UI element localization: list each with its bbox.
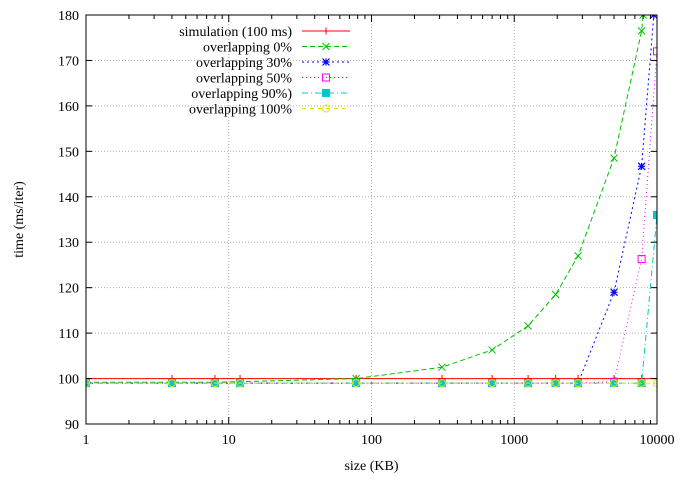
data-point — [524, 379, 533, 388]
y-tick-label: 120 — [58, 282, 79, 297]
data-point — [610, 288, 618, 297]
legend-item: overlapping 50% — [196, 72, 350, 87]
y-tick-label: 160 — [58, 100, 79, 115]
data-point — [610, 154, 618, 163]
data-point — [322, 73, 330, 82]
legend-label: overlapping 100% — [189, 103, 292, 118]
y-tick-label: 180 — [58, 9, 79, 24]
x-tick-label: 10000 — [640, 433, 675, 448]
data-point — [551, 379, 560, 388]
series-line — [86, 15, 644, 383]
series-layer — [86, 15, 657, 388]
y-tick-label: 130 — [58, 236, 79, 251]
x-tick-label: 1000 — [500, 433, 528, 448]
grid — [86, 15, 657, 424]
x-axis-title: size (KB) — [344, 459, 398, 474]
data-point — [86, 379, 90, 388]
series-2 — [86, 15, 648, 387]
data-point — [551, 290, 560, 299]
data-point — [653, 379, 657, 388]
data-point — [637, 255, 646, 264]
data-point — [653, 210, 657, 219]
legend-item: overlapping 30% — [196, 56, 350, 71]
series-line — [86, 15, 655, 384]
data-point — [610, 379, 619, 388]
data-point — [322, 89, 330, 97]
y-tick-label: 100 — [58, 373, 79, 388]
legend-item: simulation (100 ms) — [179, 25, 350, 40]
legend-item: overlapping 90%) — [191, 87, 350, 102]
series-6 — [86, 379, 657, 388]
legend-label: overlapping 0% — [203, 41, 292, 56]
series-4 — [86, 47, 657, 388]
y-tick-label: 90 — [65, 418, 79, 433]
legend: simulation (100 ms)overlapping 0%overlap… — [179, 25, 350, 118]
x-tick-label: 100 — [361, 433, 382, 448]
data-point — [637, 379, 646, 388]
data-point — [639, 15, 648, 19]
data-point — [438, 363, 446, 372]
legend-item: overlapping 0% — [203, 41, 350, 56]
series-3 — [86, 15, 657, 388]
legend-label: overlapping 30% — [196, 56, 292, 71]
data-point — [653, 47, 657, 56]
legend-label: overlapping 50% — [196, 72, 292, 87]
y-tick-label: 110 — [59, 327, 79, 342]
legend-item: overlapping 100% — [189, 103, 350, 118]
data-point — [488, 379, 497, 388]
x-tick-label: 1 — [83, 433, 90, 448]
data-point — [322, 58, 330, 66]
data-point — [322, 42, 330, 51]
data-point — [637, 27, 646, 35]
y-tick-label: 140 — [58, 191, 79, 206]
data-point — [488, 346, 496, 354]
data-point — [210, 379, 219, 388]
y-tick-label: 170 — [58, 54, 79, 69]
data-point — [167, 379, 176, 388]
data-point — [322, 104, 330, 113]
y-tick-label: 150 — [58, 145, 79, 160]
data-point — [352, 379, 361, 388]
data-point — [574, 252, 582, 260]
x-tick-label: 10 — [222, 433, 236, 448]
data-point — [637, 162, 646, 171]
data-point — [524, 321, 532, 330]
legend-label: overlapping 90%) — [191, 87, 292, 102]
data-point — [438, 379, 447, 388]
data-point — [322, 27, 330, 35]
y-axis-title: time (ms/iter) — [12, 181, 27, 258]
legend-label: simulation (100 ms) — [179, 25, 292, 40]
data-point — [236, 379, 245, 388]
data-point — [574, 379, 583, 388]
